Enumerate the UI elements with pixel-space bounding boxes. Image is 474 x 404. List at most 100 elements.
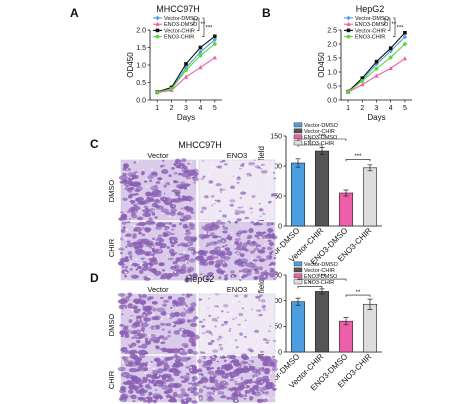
stained-cell (169, 317, 172, 320)
stained-cell (134, 248, 143, 253)
membrane-pore (222, 200, 224, 202)
micrograph-col-label-eno3-c: ENO3 (227, 151, 247, 160)
membrane-pore (155, 365, 157, 367)
y-tick-label: 100 (270, 163, 282, 170)
stained-cell (253, 276, 259, 280)
stained-cell (161, 198, 168, 202)
stained-cell (272, 171, 276, 174)
membrane-pore (169, 216, 171, 218)
stained-cell (255, 295, 262, 299)
membrane-pore (267, 396, 269, 398)
error-bar (319, 288, 325, 295)
stained-cell (197, 380, 201, 384)
stained-cell (260, 383, 263, 386)
stained-cell (133, 226, 143, 232)
stained-cell (155, 346, 160, 350)
membrane-pore (228, 227, 230, 229)
stained-cell (129, 330, 136, 335)
stained-cell (223, 256, 231, 261)
membrane-pore (181, 211, 184, 214)
membrane-pore (142, 266, 144, 268)
stained-cell (265, 381, 273, 386)
stained-cell (267, 246, 273, 251)
stained-cell (141, 304, 145, 307)
membrane-pore (184, 399, 187, 402)
stained-cell (175, 165, 181, 169)
stained-cell (153, 339, 160, 344)
membrane-pore (227, 275, 230, 278)
membrane-pore (148, 264, 151, 267)
membrane-pore (255, 344, 258, 347)
stained-cell (229, 185, 236, 189)
stained-cell (170, 207, 177, 214)
membrane-pore (148, 365, 151, 368)
stained-cell (128, 389, 134, 394)
stained-cell (165, 323, 168, 326)
membrane-pore (170, 182, 172, 184)
stained-cell (123, 332, 130, 337)
membrane-pore (227, 221, 230, 225)
stained-cell (206, 397, 215, 402)
stained-cell (249, 387, 256, 392)
stained-cell (232, 175, 235, 177)
membrane-pore (261, 203, 263, 205)
membrane-pore (150, 394, 153, 397)
stained-cell (199, 273, 203, 276)
stained-cell (212, 235, 219, 239)
stained-cell (178, 253, 181, 256)
membrane-pore (188, 231, 190, 233)
stained-cell (156, 307, 165, 313)
membrane-pore (124, 266, 126, 268)
stained-cell (165, 385, 170, 388)
stained-cell (229, 375, 235, 379)
membrane-pore (133, 203, 135, 205)
stained-cell (210, 386, 216, 391)
data-point (374, 61, 379, 67)
stained-cell (238, 369, 244, 374)
stained-cell (175, 158, 180, 162)
stained-cell (192, 316, 199, 320)
membrane-pore (250, 238, 253, 241)
stained-cell (257, 298, 261, 302)
membrane-pore (157, 369, 159, 371)
stained-cell (268, 241, 274, 246)
stained-cell (125, 246, 128, 248)
membrane-pore (223, 381, 226, 384)
membrane-pore (136, 238, 138, 240)
y-axis-label: OD450 (317, 52, 326, 78)
data-point (184, 68, 188, 73)
stained-cell (197, 256, 201, 260)
stained-cell (210, 339, 215, 343)
micrograph-row-label-chir-d: CHIR (107, 370, 116, 389)
stained-cell (137, 216, 144, 221)
data-point (388, 46, 393, 50)
stained-cell (265, 341, 269, 344)
stained-cell (206, 387, 211, 390)
membrane-pore (123, 351, 125, 353)
membrane-pore (179, 175, 181, 177)
stained-cell (125, 256, 129, 259)
stained-cell (151, 369, 160, 375)
data-point (403, 31, 407, 35)
x-tick-label: 3 (184, 105, 188, 112)
stained-cell (238, 301, 241, 303)
stained-cell (137, 253, 140, 256)
membrane-pore (223, 198, 226, 201)
membrane-pore (210, 277, 213, 280)
stained-cell (249, 349, 255, 353)
stained-cell (168, 368, 174, 373)
membrane-pore (184, 209, 186, 211)
stained-cell (144, 352, 149, 355)
stained-cell (241, 246, 247, 251)
membrane-pore (216, 215, 219, 218)
stained-cell (177, 361, 181, 364)
stained-cell (144, 251, 151, 257)
membrane-pore (271, 305, 274, 308)
stained-cell (200, 351, 206, 354)
stained-cell (192, 172, 199, 176)
membrane-pore (230, 231, 233, 234)
stained-cell (218, 335, 221, 338)
membrane-pore (246, 322, 249, 325)
stained-cell (215, 319, 219, 322)
legend-label: Vector-CHIR (304, 268, 335, 274)
